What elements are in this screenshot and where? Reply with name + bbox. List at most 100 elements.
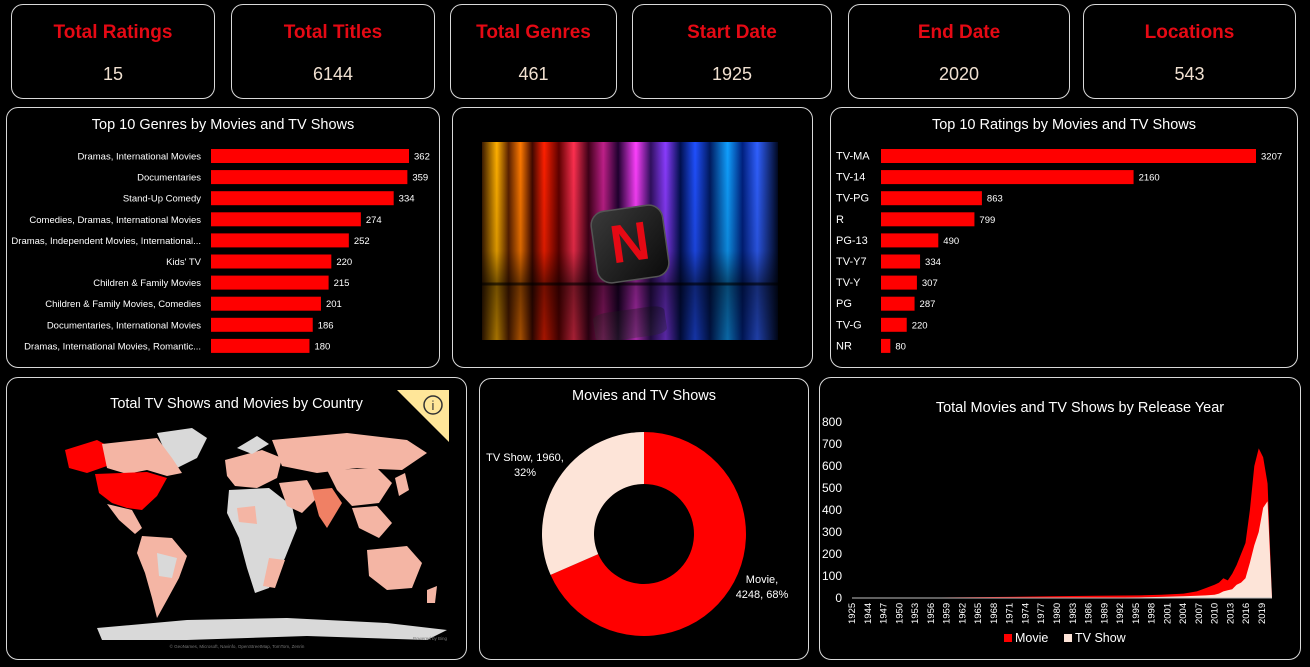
bar-category-label: NR — [836, 340, 852, 352]
bar[interactable] — [211, 338, 310, 353]
bar[interactable] — [881, 254, 921, 269]
kpi-value: 6144 — [312, 64, 354, 84]
map-region-europe[interactable] — [225, 450, 282, 488]
bar-category-label: PG — [836, 298, 852, 310]
bar[interactable] — [211, 212, 361, 227]
map-region — [157, 553, 177, 578]
bar-category-label: Documentaries — [137, 173, 201, 184]
bar-category-label: Documentaries, International Movies — [47, 320, 201, 331]
x-tick-label: 1989 — [1099, 603, 1110, 624]
map-region-new-zealand[interactable] — [427, 586, 437, 603]
bar[interactable] — [881, 296, 915, 311]
x-tick-label: 2016 — [1241, 603, 1252, 624]
bar-category-label: Comedies, Dramas, International Movies — [29, 215, 201, 226]
x-tick-label: 2004 — [1178, 603, 1189, 624]
bar-value-label: 334 — [925, 257, 941, 268]
map-region-japan[interactable] — [395, 473, 409, 496]
donut-chart: Movie, 4248, 68% TV Show, 1960, 32% — [486, 432, 789, 636]
bar[interactable] — [881, 212, 975, 227]
map-region-russia[interactable] — [272, 433, 427, 473]
y-tick-label: 400 — [822, 503, 842, 517]
map-region-south-america[interactable] — [137, 536, 187, 618]
bar[interactable] — [881, 170, 1134, 185]
bar[interactable] — [881, 149, 1256, 163]
bar-category-label: Dramas, International Movies, Romantic..… — [24, 341, 201, 352]
area-series-0[interactable] — [852, 448, 1272, 598]
genres-chart-panel: Top 10 Genres by Movies and TV Shows Dra… — [6, 107, 440, 368]
x-tick-label: 1965 — [973, 603, 984, 624]
bar-value-label: 252 — [354, 236, 370, 247]
bar[interactable] — [211, 233, 349, 248]
info-corner[interactable] — [397, 390, 449, 442]
kpi-card-locations: Locations 543 — [1083, 4, 1296, 99]
kpi-value: 2020 — [938, 64, 980, 84]
x-tick-label: 1959 — [942, 603, 953, 624]
bar[interactable] — [211, 170, 408, 185]
map-region-antarctica — [97, 618, 447, 640]
bar[interactable] — [881, 275, 917, 290]
x-tick-label: 2007 — [1194, 603, 1205, 624]
chart-title: Movies and TV Shows — [572, 388, 716, 404]
slice-label: Movie, — [746, 574, 778, 586]
bar[interactable] — [211, 317, 313, 332]
map-region[interactable] — [237, 506, 257, 524]
x-tick-label: 1953 — [910, 603, 921, 624]
chart-title: Total Movies and TV Shows by Release Yea… — [935, 400, 1225, 416]
x-tick-label: 2001 — [1162, 603, 1173, 624]
slice-label: 4248, 68% — [736, 589, 789, 601]
legend-label: TV Show — [1075, 631, 1127, 645]
bar-category-label: Children & Family Movies — [93, 278, 201, 289]
bar-category-label: PG-13 — [836, 235, 868, 247]
ratings-bar-chart: TV-MA 3207 TV-14 2160 TV-PG 863 R 799 PG-13 490 TV… — [836, 149, 1282, 353]
bar[interactable] — [211, 191, 394, 206]
bar[interactable] — [211, 296, 321, 311]
map-region-australia[interactable] — [367, 546, 422, 590]
bar[interactable] — [211, 275, 329, 290]
x-tick-label: 1974 — [1020, 603, 1031, 624]
x-tick-label: 1925 — [847, 603, 858, 624]
map-region-usa[interactable] — [95, 472, 167, 510]
y-tick-label: 300 — [822, 525, 842, 539]
bar[interactable] — [881, 233, 939, 248]
bar-value-label: 180 — [314, 341, 330, 352]
bar[interactable] — [881, 338, 891, 353]
x-tick-label: 1968 — [989, 603, 1000, 624]
y-tick-label: 600 — [822, 459, 842, 473]
info-icon[interactable] — [423, 395, 443, 415]
bar-category-label: TV-MA — [836, 151, 870, 163]
bar-value-label: 274 — [366, 215, 382, 226]
map-region-se-asia[interactable] — [352, 506, 392, 538]
bar[interactable] — [211, 254, 332, 269]
slice-label: 32% — [514, 467, 536, 479]
map-region-alaska[interactable] — [65, 440, 112, 473]
map-attribution: © GeoNames, Microsoft, Navinfo, OpenStre… — [170, 643, 305, 649]
x-tick-label: 1983 — [1068, 603, 1079, 624]
genres-bar-chart: Dramas, International Movies 362 Documenta… — [11, 149, 430, 353]
slice-label: TV Show, 1960, — [486, 452, 564, 464]
map-region-china[interactable] — [327, 468, 392, 506]
x-tick-label: 1944 — [863, 603, 874, 624]
x-tick-label: 1977 — [1036, 603, 1047, 624]
bar[interactable] — [211, 149, 409, 163]
x-tick-label: 1956 — [926, 603, 937, 624]
ratings-chart-panel: Top 10 Ratings by Movies and TV Shows TV… — [830, 107, 1298, 368]
donut-slice[interactable] — [542, 432, 644, 575]
map-region-mexico[interactable] — [107, 504, 142, 534]
bar-category-label: TV-G — [836, 319, 862, 331]
map-region-canada[interactable] — [102, 438, 182, 476]
chart-title: Top 10 Ratings by Movies and TV Shows — [931, 117, 1197, 133]
area-series-1[interactable] — [852, 501, 1272, 598]
bar[interactable] — [881, 191, 982, 206]
x-tick-label: 1950 — [894, 603, 905, 624]
bar-value-label: 287 — [920, 299, 936, 310]
kpi-label: End Date — [917, 22, 1001, 43]
bar-category-label: Kids' TV — [166, 257, 202, 268]
x-tick-label: 2010 — [1210, 603, 1221, 624]
bar[interactable] — [881, 317, 907, 332]
kpi-value: 15 — [102, 64, 124, 84]
map-region-middle-east[interactable] — [279, 480, 317, 513]
map-region-south-africa[interactable] — [263, 558, 285, 588]
map-region-india[interactable] — [312, 488, 342, 528]
y-tick-label: 100 — [822, 569, 842, 583]
donut-slice[interactable] — [550, 432, 746, 636]
